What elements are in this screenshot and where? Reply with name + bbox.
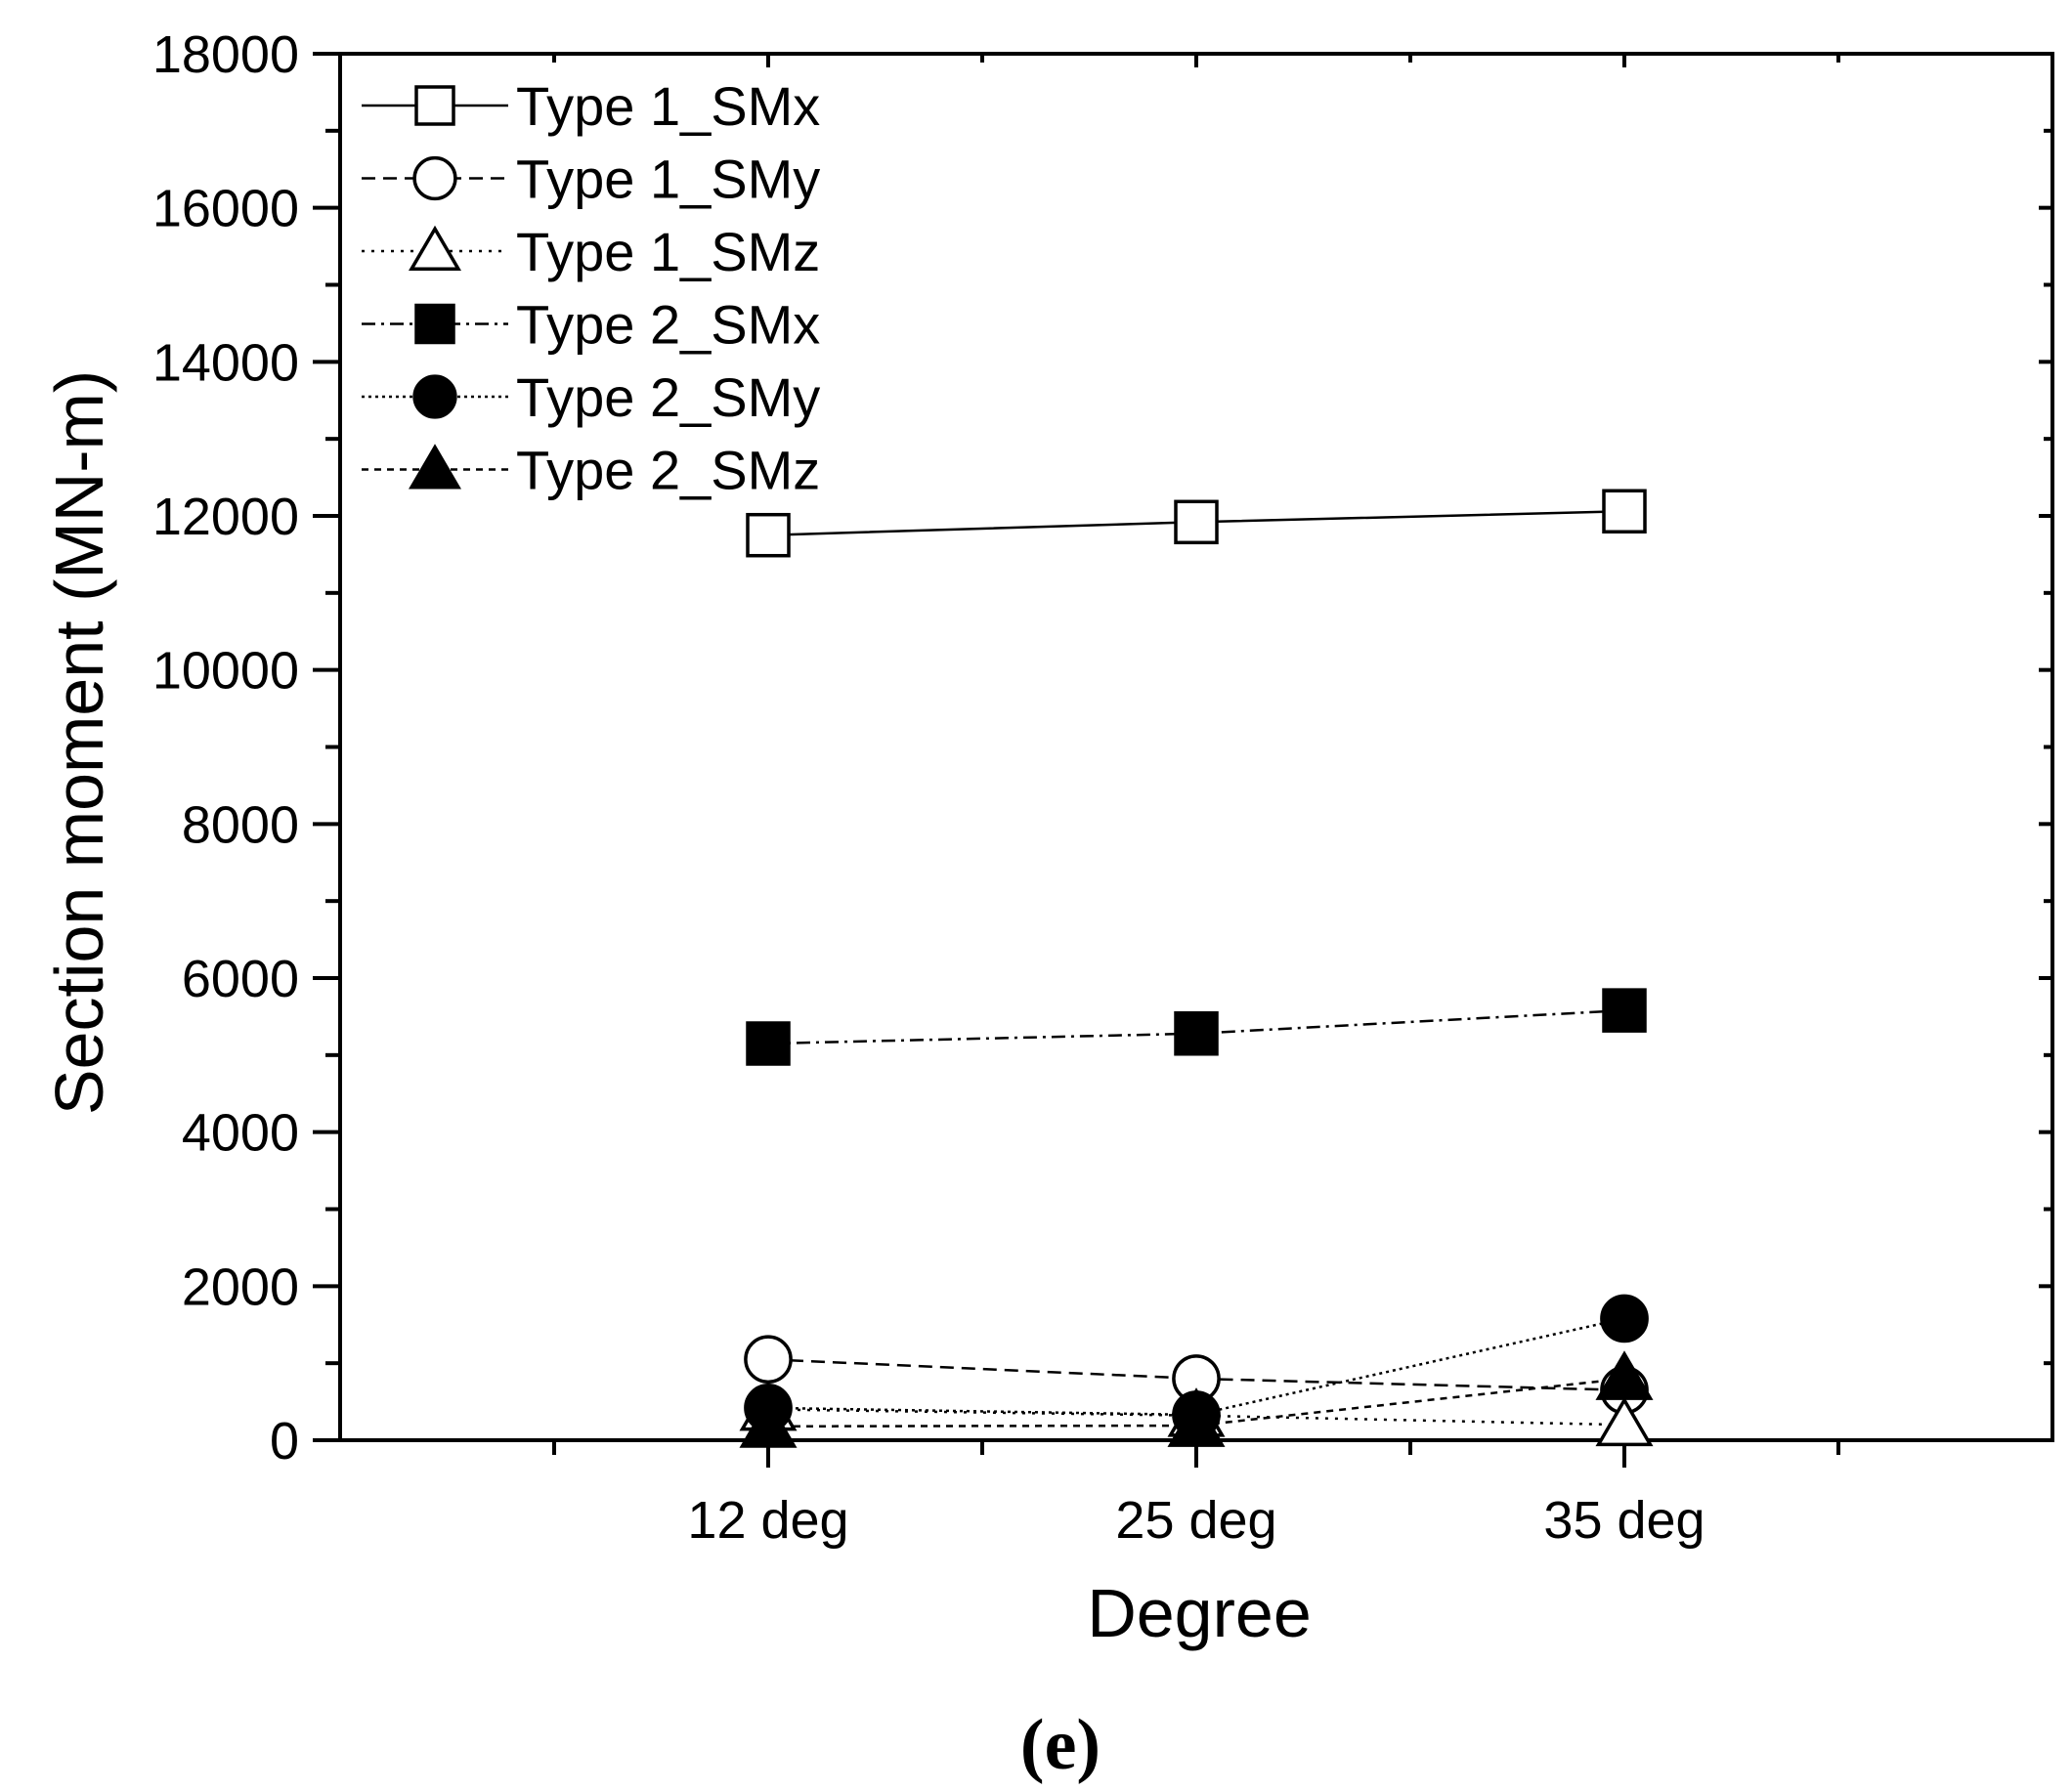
panel-label: (e): [1020, 1705, 1101, 1785]
legend-marker: [412, 374, 457, 419]
y-tick-label: 8000: [182, 795, 299, 854]
series-layer: [739, 489, 1654, 1448]
y-tick-label: 18000: [152, 25, 299, 84]
y-tick-label: 10000: [152, 642, 299, 701]
legend-item: Type 1_SMz: [362, 221, 820, 282]
series-lines: [767, 510, 1625, 1429]
y-tick-label: 12000: [152, 488, 299, 546]
series-line-type-1-smz: [767, 1408, 1625, 1427]
legend-item: Type 2_SMy: [362, 366, 820, 428]
data-point-type-2-smz-0: [739, 1398, 798, 1448]
legend-marker: [409, 444, 461, 490]
y-axis-title: Section moment (MN-m): [41, 370, 117, 1115]
x-tick-label: 25 deg: [1115, 1491, 1276, 1550]
legend-label: Type 1_SMx: [516, 75, 820, 137]
series-line-type-1-smy: [767, 1357, 1625, 1392]
y-axis-ticks: 0 2000 4000 6000 8000 10000 12000 14000 16000 180…: [152, 25, 2052, 1471]
data-point-type-1-smz-2: [1595, 1396, 1654, 1447]
x-axis-title: Degree: [1087, 1575, 1312, 1651]
series-line-type-2-smy: [767, 1317, 1625, 1417]
legend-marker: [414, 85, 455, 126]
legend-item: Type 1_SMy: [362, 149, 820, 210]
legend-item: Type 2_SMz: [362, 440, 820, 501]
data-point-type-2-smx-0: [746, 1021, 791, 1066]
legend-marker: [412, 155, 457, 201]
data-point-type-1-smx-2: [1602, 489, 1647, 534]
series-markers: [739, 489, 1654, 1448]
y-tick-label: 16000: [152, 180, 299, 238]
data-point-type-1-smy-0: [744, 1335, 793, 1385]
y-tick-label: 6000: [182, 950, 299, 1008]
legend-item: Type 2_SMx: [362, 294, 820, 356]
legend-label: Type 1_SMz: [516, 221, 820, 282]
legend-label: Type 2_SMz: [516, 440, 820, 501]
data-point-type-2-smz-1: [1167, 1397, 1226, 1447]
data-point-type-1-smx-0: [746, 512, 791, 558]
legend-label: Type 2_SMx: [516, 294, 820, 356]
data-point-type-1-smx-1: [1174, 499, 1219, 545]
series-line-type-2-smz: [767, 1377, 1625, 1429]
data-point-type-2-smx-2: [1602, 988, 1647, 1033]
data-point-type-2-smy-2: [1600, 1294, 1649, 1343]
legend: Type 1_SMx Type 1_SMy Type 1_SMz Type 2_SMx…: [362, 75, 820, 501]
legend-label: Type 2_SMy: [516, 366, 820, 428]
data-point-type-2-smx-1: [1174, 1011, 1219, 1056]
y-tick-label: 4000: [182, 1104, 299, 1163]
x-tick-label: 12 deg: [687, 1491, 848, 1550]
legend-marker: [409, 225, 461, 271]
legend-item: Type 1_SMx: [362, 75, 820, 137]
legend-label: Type 1_SMy: [516, 149, 820, 210]
y-tick-label: 2000: [182, 1258, 299, 1316]
y-tick-label: 0: [270, 1412, 299, 1471]
data-point-type-2-smz-2: [1595, 1350, 1654, 1400]
legend-marker: [414, 303, 455, 345]
y-tick-label: 14000: [152, 333, 299, 392]
x-tick-label: 35 deg: [1543, 1491, 1705, 1550]
